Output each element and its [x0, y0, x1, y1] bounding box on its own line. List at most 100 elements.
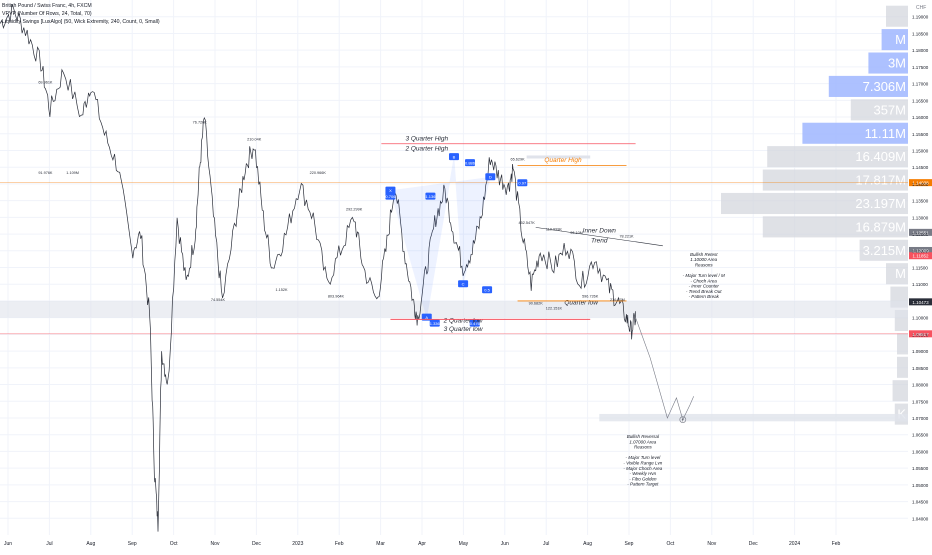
target-label: T [682, 418, 685, 423]
annotation-text: Quarter High [544, 157, 582, 164]
y-tick-label: 1.12500 [912, 232, 929, 237]
y-tick-label: 1.19000 [912, 15, 929, 20]
harmonic-label-box [458, 280, 469, 288]
harmonic-label-box [482, 286, 493, 294]
swing-label: 452.547K [519, 221, 536, 225]
volume-profile-value: 3M [888, 56, 906, 71]
volume-profile-row [802, 122, 908, 144]
harmonic-label-box [385, 186, 396, 194]
harmonic-label: 1.136 [425, 194, 436, 199]
price-line [0, 3, 636, 532]
x-tick-label: Oct [170, 541, 178, 547]
volume-profile-value: M [895, 266, 906, 281]
indicator-liquidity-swings: Liquidity Swings [LuxAlgo] (50, Wick Ext… [2, 19, 160, 25]
harmonic-pattern [390, 157, 491, 318]
y-tick-label: 1.14000 [912, 182, 929, 187]
y-tick-label: 1.05500 [912, 466, 929, 471]
annotation-text: Trend [591, 237, 608, 244]
x-tick-label: Mar [376, 541, 385, 547]
retest-text: - Inner Counter [689, 284, 720, 289]
price-tag-label: 1.11852 [913, 254, 929, 259]
y-tick-label: 1.10500 [912, 299, 929, 304]
volume-profile-value: 16.879M [855, 219, 906, 234]
y-tick-label: 1.17500 [912, 65, 929, 70]
harmonic-label: 1.336 [430, 321, 441, 326]
annotation-text: 3 Quarter low [444, 326, 484, 333]
x-tick-label: Apr [418, 541, 426, 547]
y-tick-label: 1.13500 [912, 199, 929, 204]
x-tick-label: Feb [832, 541, 841, 547]
swing-label: 74.554K [211, 298, 226, 302]
annotation-text: Quarter low [564, 299, 599, 306]
x-tick-label: Feb [335, 541, 344, 547]
swing-label: 69.961K [38, 81, 53, 85]
volume-profile-row [886, 5, 908, 27]
annotation-text: 2 Quarter High [404, 145, 448, 152]
grid [0, 0, 908, 535]
resistance-zone [526, 155, 591, 159]
x-tick-label: Nov [211, 541, 220, 547]
x-tick-label: Dec [749, 541, 758, 547]
swing-label: 1.152K [275, 288, 288, 292]
retest-text: Bullish Retest [690, 252, 718, 257]
reversal-text: - Fibo Golden [629, 476, 657, 481]
x-tick-label: Jul [46, 541, 52, 547]
x-tick-label: Aug [86, 541, 95, 547]
y-tick-label: 1.11000 [912, 282, 928, 287]
swing-label: 76.726K [193, 121, 208, 125]
retest-text: - Choch Area [691, 278, 718, 283]
volume-profile-value: 357M [873, 102, 906, 117]
y-tick-label: 1.18000 [912, 48, 929, 53]
reversal-text: Reasons [634, 445, 653, 450]
y-tick-label: 1.16000 [912, 115, 929, 120]
price-tag [909, 298, 932, 306]
swing-label: 220.966K [310, 171, 327, 175]
volume-profile-value: 17.817M [855, 173, 906, 188]
swing-label: 803.964K [328, 295, 345, 299]
y-tick-label: 1.12000 [912, 249, 929, 254]
swing-label: 90.682K [529, 301, 544, 305]
volume-profile-row [897, 333, 908, 355]
price-tag [909, 246, 932, 254]
volume-profile-row [762, 169, 908, 191]
price-tag [909, 228, 932, 236]
x-tick-label: Jul [543, 541, 549, 547]
retest-text: 1.10000 Area [690, 257, 717, 262]
swing-label: 292.299K [346, 208, 363, 212]
volume-profile-value: M [895, 32, 906, 47]
y-tick-label: 1.09000 [912, 349, 929, 354]
volume-profile-row [886, 263, 908, 285]
y-tick-label: 1.17000 [912, 82, 929, 87]
y-tick-label: 1.06500 [912, 433, 929, 438]
swing-label: 96.10M [570, 231, 583, 235]
y-tick-label: 1.04500 [912, 500, 929, 505]
y-tick-label: 1.08500 [912, 366, 929, 371]
harmonic-label: 0.476 [470, 321, 481, 326]
target-zone [599, 413, 908, 422]
volume-profile-row [881, 29, 908, 51]
harmonic-label-box [469, 319, 480, 327]
harmonic-label-box [385, 192, 396, 200]
x-tick-label: Aug [583, 541, 592, 547]
x-tick-label: Nov [707, 541, 716, 547]
retest-text: - Major Turn level / M [683, 273, 725, 278]
harmonic-label: X [389, 188, 392, 193]
y-tick-label: 1.05000 [912, 483, 929, 488]
volume-profile-value: 11.11M [865, 126, 906, 141]
harmonic-label: D [489, 175, 492, 180]
swing-label: 210.04K [247, 137, 262, 141]
x-tick-label: Oct [667, 541, 675, 547]
volume-profile-row [762, 216, 908, 238]
swing-label: 1.109M [66, 171, 79, 175]
volume-profile-row [859, 239, 908, 261]
y-tick-label: 1.08000 [912, 383, 929, 388]
reversal-text: - Weekly Hvn [630, 471, 657, 476]
symbol-title: British Pound / Swiss Franc, 4h, FXCM [2, 3, 92, 9]
reversal-text: - Visible Range Lvn [623, 461, 662, 466]
x-tick-label: May [459, 541, 469, 547]
price-tag-label: 1.12009 [912, 248, 929, 253]
reversal-text: - Pattern Target [627, 482, 659, 487]
y-tick-label: 1.10000 [912, 316, 929, 321]
